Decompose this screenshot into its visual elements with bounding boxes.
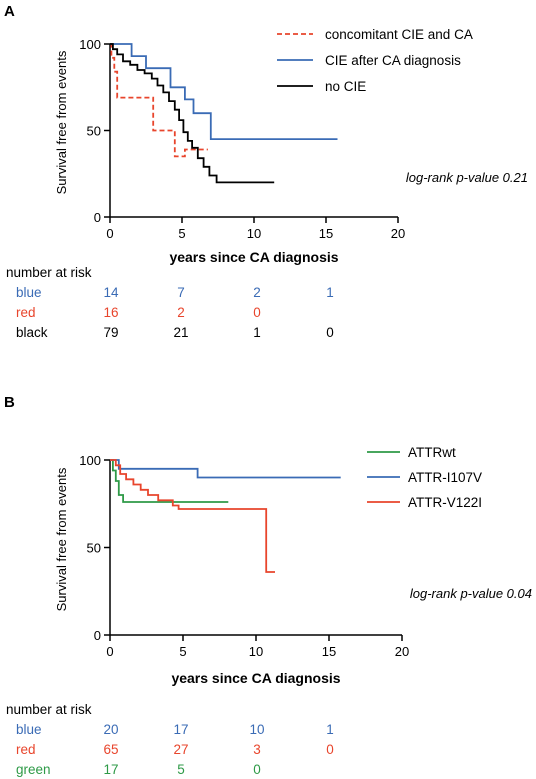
y-axis-label: Survival free from events	[54, 50, 69, 194]
risk-value: 0	[253, 762, 261, 777]
legend-entry: ATTR-I107V	[408, 470, 482, 485]
risk-value: 2	[177, 305, 185, 320]
risk-value: 14	[103, 285, 119, 300]
legend-entry: ATTR-V122I	[408, 495, 482, 510]
y-tick-label: 100	[79, 37, 101, 52]
x-tick-label: 20	[395, 644, 409, 659]
y-tick-label: 100	[79, 453, 101, 468]
legend-entry: concomitant CIE and CA	[325, 27, 473, 42]
p-value-annotation: log-rank p-value 0.21	[406, 170, 528, 185]
risk-value: 0	[326, 742, 334, 757]
risk-value: 10	[249, 722, 264, 737]
series-line-cie-after-ca-diagnosis	[110, 43, 338, 140]
x-tick-label: 20	[391, 226, 405, 241]
panel-label-b: B	[4, 394, 15, 411]
risk-row-label: black	[16, 325, 48, 340]
risk-value: 65	[103, 742, 118, 757]
y-tick-label: 50	[87, 541, 101, 556]
y-axis-label: Survival free from events	[54, 467, 69, 611]
series-line-attr-v122i	[110, 459, 275, 573]
risk-row-label: blue	[16, 722, 42, 737]
x-tick-label: 10	[249, 644, 263, 659]
series-line-no-cie	[110, 43, 275, 184]
x-tick-label: 15	[322, 644, 336, 659]
risk-value: 20	[103, 722, 118, 737]
risk-value: 16	[103, 305, 118, 320]
x-tick-label: 10	[247, 226, 261, 241]
x-axis-label: years since CA diagnosis	[169, 249, 338, 265]
risk-row-label: red	[16, 742, 36, 757]
risk-row-label: red	[16, 305, 36, 320]
risk-value: 1	[253, 325, 261, 340]
series-line-attr-i107v	[110, 459, 341, 479]
risk-table-title: number at risk	[6, 265, 92, 280]
x-axis-label: years since CA diagnosis	[171, 670, 340, 686]
risk-value: 1	[326, 285, 334, 300]
x-tick-label: 15	[319, 226, 333, 241]
x-tick-label: 5	[178, 226, 185, 241]
risk-value: 0	[326, 325, 334, 340]
y-tick-label: 0	[94, 628, 101, 643]
risk-table-title: number at risk	[6, 702, 92, 717]
x-tick-label: 0	[106, 226, 113, 241]
risk-value: 2	[253, 285, 261, 300]
risk-value: 3	[253, 742, 261, 757]
risk-value: 79	[103, 325, 118, 340]
risk-row-label: green	[16, 762, 51, 777]
legend-entry: ATTRwt	[408, 445, 456, 460]
risk-value: 17	[103, 762, 118, 777]
x-tick-label: 5	[179, 644, 186, 659]
x-tick-label: 0	[106, 644, 113, 659]
risk-value: 7	[177, 285, 185, 300]
y-tick-label: 0	[94, 210, 101, 225]
risk-value: 5	[177, 762, 185, 777]
legend-entry: CIE after CA diagnosis	[325, 53, 461, 68]
series-line-attrwt	[110, 459, 229, 503]
risk-value: 21	[173, 325, 188, 340]
panel-label-a: A	[4, 3, 15, 20]
p-value-annotation: log-rank p-value 0.04	[410, 586, 532, 601]
risk-row-label: blue	[16, 285, 42, 300]
risk-value: 27	[173, 742, 188, 757]
risk-value: 1	[326, 722, 334, 737]
legend-entry: no CIE	[325, 79, 366, 94]
risk-value: 17	[173, 722, 188, 737]
y-tick-label: 50	[87, 124, 101, 139]
risk-value: 0	[253, 305, 261, 320]
series-line-concomitant-cie-and-ca	[110, 43, 208, 158]
